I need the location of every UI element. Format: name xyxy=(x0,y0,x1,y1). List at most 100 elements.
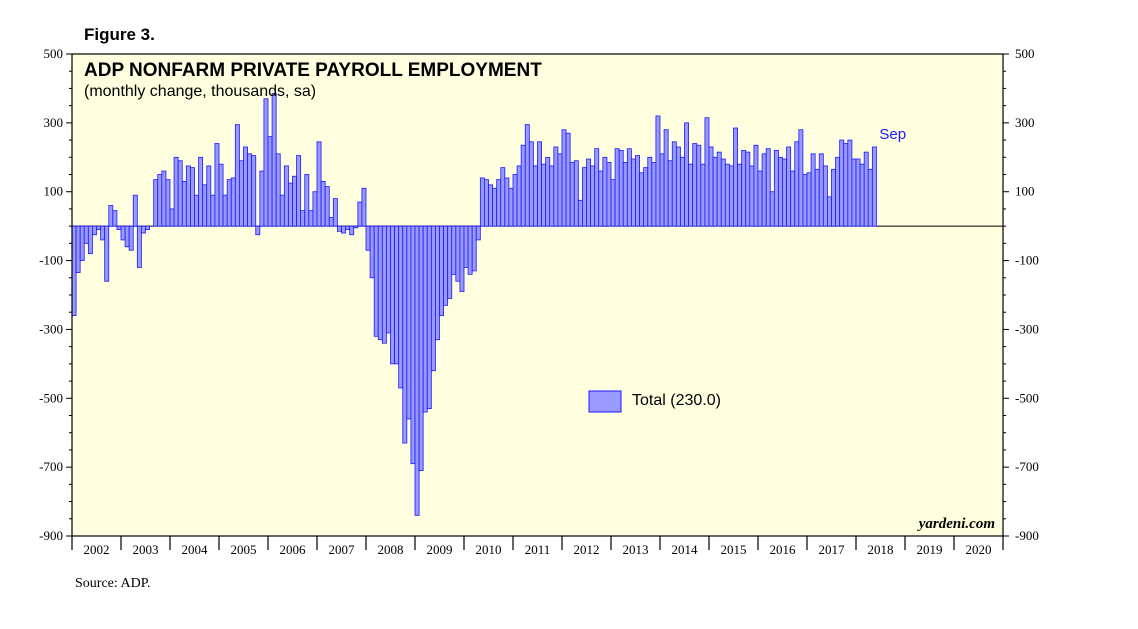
y-tick-label-left: -500 xyxy=(39,390,63,405)
x-year-label: 2006 xyxy=(280,542,307,557)
x-year-label: 2017 xyxy=(819,542,846,557)
bar-month-178 xyxy=(798,129,804,227)
bar-month-41 xyxy=(239,160,244,227)
bar-month-191 xyxy=(851,158,857,227)
x-year-label: 2016 xyxy=(770,542,797,557)
bar-month-74 xyxy=(373,225,379,337)
legend-label: Total (230.0) xyxy=(632,392,721,409)
bar-month-188 xyxy=(839,139,845,227)
bar-month-91 xyxy=(443,225,449,306)
bar-month-110 xyxy=(520,144,526,227)
bar-month-46 xyxy=(259,170,265,227)
bar-month-181 xyxy=(810,153,816,227)
bar-month-129 xyxy=(598,170,604,227)
bar-month-134 xyxy=(618,149,624,227)
y-tick-label-left: 300 xyxy=(44,115,64,130)
bar-month-73 xyxy=(369,225,375,279)
bar-month-36 xyxy=(218,163,224,227)
bar-month-61 xyxy=(320,180,326,227)
bar-month-38 xyxy=(226,179,232,227)
bar-month-96 xyxy=(463,225,469,268)
bar-month-30 xyxy=(194,194,199,227)
bar-month-48 xyxy=(267,136,273,227)
bar-month-133 xyxy=(614,148,620,227)
bar-month-190 xyxy=(847,139,853,227)
bar-month-169 xyxy=(761,153,767,227)
bar-month-111 xyxy=(524,124,530,227)
bar-month-95 xyxy=(459,225,465,292)
bar-month-76 xyxy=(381,225,387,344)
bar-month-161 xyxy=(729,165,734,227)
bar-month-69 xyxy=(353,225,359,229)
bar-month-7 xyxy=(100,225,106,241)
bar-month-20 xyxy=(153,179,159,227)
x-year-label: 2002 xyxy=(84,542,110,557)
bar-month-142 xyxy=(651,162,657,227)
bar-month-175 xyxy=(786,146,792,227)
bar-month-2 xyxy=(79,225,85,261)
y-tick-label-right: -100 xyxy=(1015,253,1039,268)
bar-month-189 xyxy=(843,143,849,227)
bar-month-25 xyxy=(173,156,179,227)
bar-month-159 xyxy=(720,158,726,227)
bar-month-31 xyxy=(198,156,204,227)
bar-month-172 xyxy=(773,149,779,227)
x-year-label: 2008 xyxy=(378,542,404,557)
bar-month-32 xyxy=(202,184,208,227)
y-tick-label-left: -300 xyxy=(39,321,63,336)
y-tick-label-right: -300 xyxy=(1015,321,1039,336)
bar-month-167 xyxy=(753,144,759,227)
bar-month-87 xyxy=(426,225,432,410)
bar-month-51 xyxy=(279,194,285,227)
bar-month-80 xyxy=(398,225,404,389)
bar-month-82 xyxy=(406,225,412,420)
bar-month-177 xyxy=(794,141,800,227)
bar-month-164 xyxy=(741,149,747,227)
bar-month-165 xyxy=(745,151,751,227)
bar-month-94 xyxy=(455,225,461,282)
bar-month-9 xyxy=(108,205,114,227)
bar-month-132 xyxy=(610,179,616,227)
bar-month-195 xyxy=(867,168,873,227)
bar-month-5 xyxy=(92,225,97,236)
bar-month-11 xyxy=(116,225,122,230)
bar-month-123 xyxy=(573,160,579,227)
bar-month-97 xyxy=(467,225,473,275)
bar-month-93 xyxy=(451,225,457,275)
x-year-label: 2020 xyxy=(966,542,992,557)
bar-month-29 xyxy=(190,167,195,227)
bar-month-139 xyxy=(639,172,645,227)
bar-month-72 xyxy=(365,225,371,251)
x-year-label: 2011 xyxy=(525,542,551,557)
source-note: Source: ADP. xyxy=(75,576,151,591)
bar-month-109 xyxy=(516,165,522,227)
bar-month-81 xyxy=(402,225,408,444)
bar-month-176 xyxy=(790,170,796,227)
bar-month-101 xyxy=(484,179,489,227)
bar-month-21 xyxy=(157,174,163,227)
bar-month-104 xyxy=(496,179,502,227)
bar-month-116 xyxy=(545,156,551,227)
bar-month-35 xyxy=(214,143,220,227)
bar-month-156 xyxy=(708,146,714,227)
bar-month-108 xyxy=(512,174,518,227)
bar-month-68 xyxy=(349,225,355,236)
bar-month-118 xyxy=(553,146,559,227)
bar-month-45 xyxy=(255,225,261,236)
bar-month-4 xyxy=(87,225,93,255)
bar-month-89 xyxy=(435,225,440,341)
bar-month-27 xyxy=(181,180,187,227)
bar-month-0 xyxy=(71,225,77,317)
bar-month-144 xyxy=(659,153,665,227)
bar-month-141 xyxy=(647,156,653,227)
bar-month-186 xyxy=(831,168,836,227)
bar-month-154 xyxy=(700,163,706,227)
bar-month-58 xyxy=(308,210,314,227)
bar-month-16 xyxy=(136,225,142,268)
bar-month-63 xyxy=(328,217,334,227)
bar-month-49 xyxy=(271,93,277,227)
bar-month-115 xyxy=(541,163,547,227)
y-tick-label-left: 500 xyxy=(44,46,64,61)
bar-month-124 xyxy=(577,199,583,227)
bar-month-127 xyxy=(590,165,596,227)
